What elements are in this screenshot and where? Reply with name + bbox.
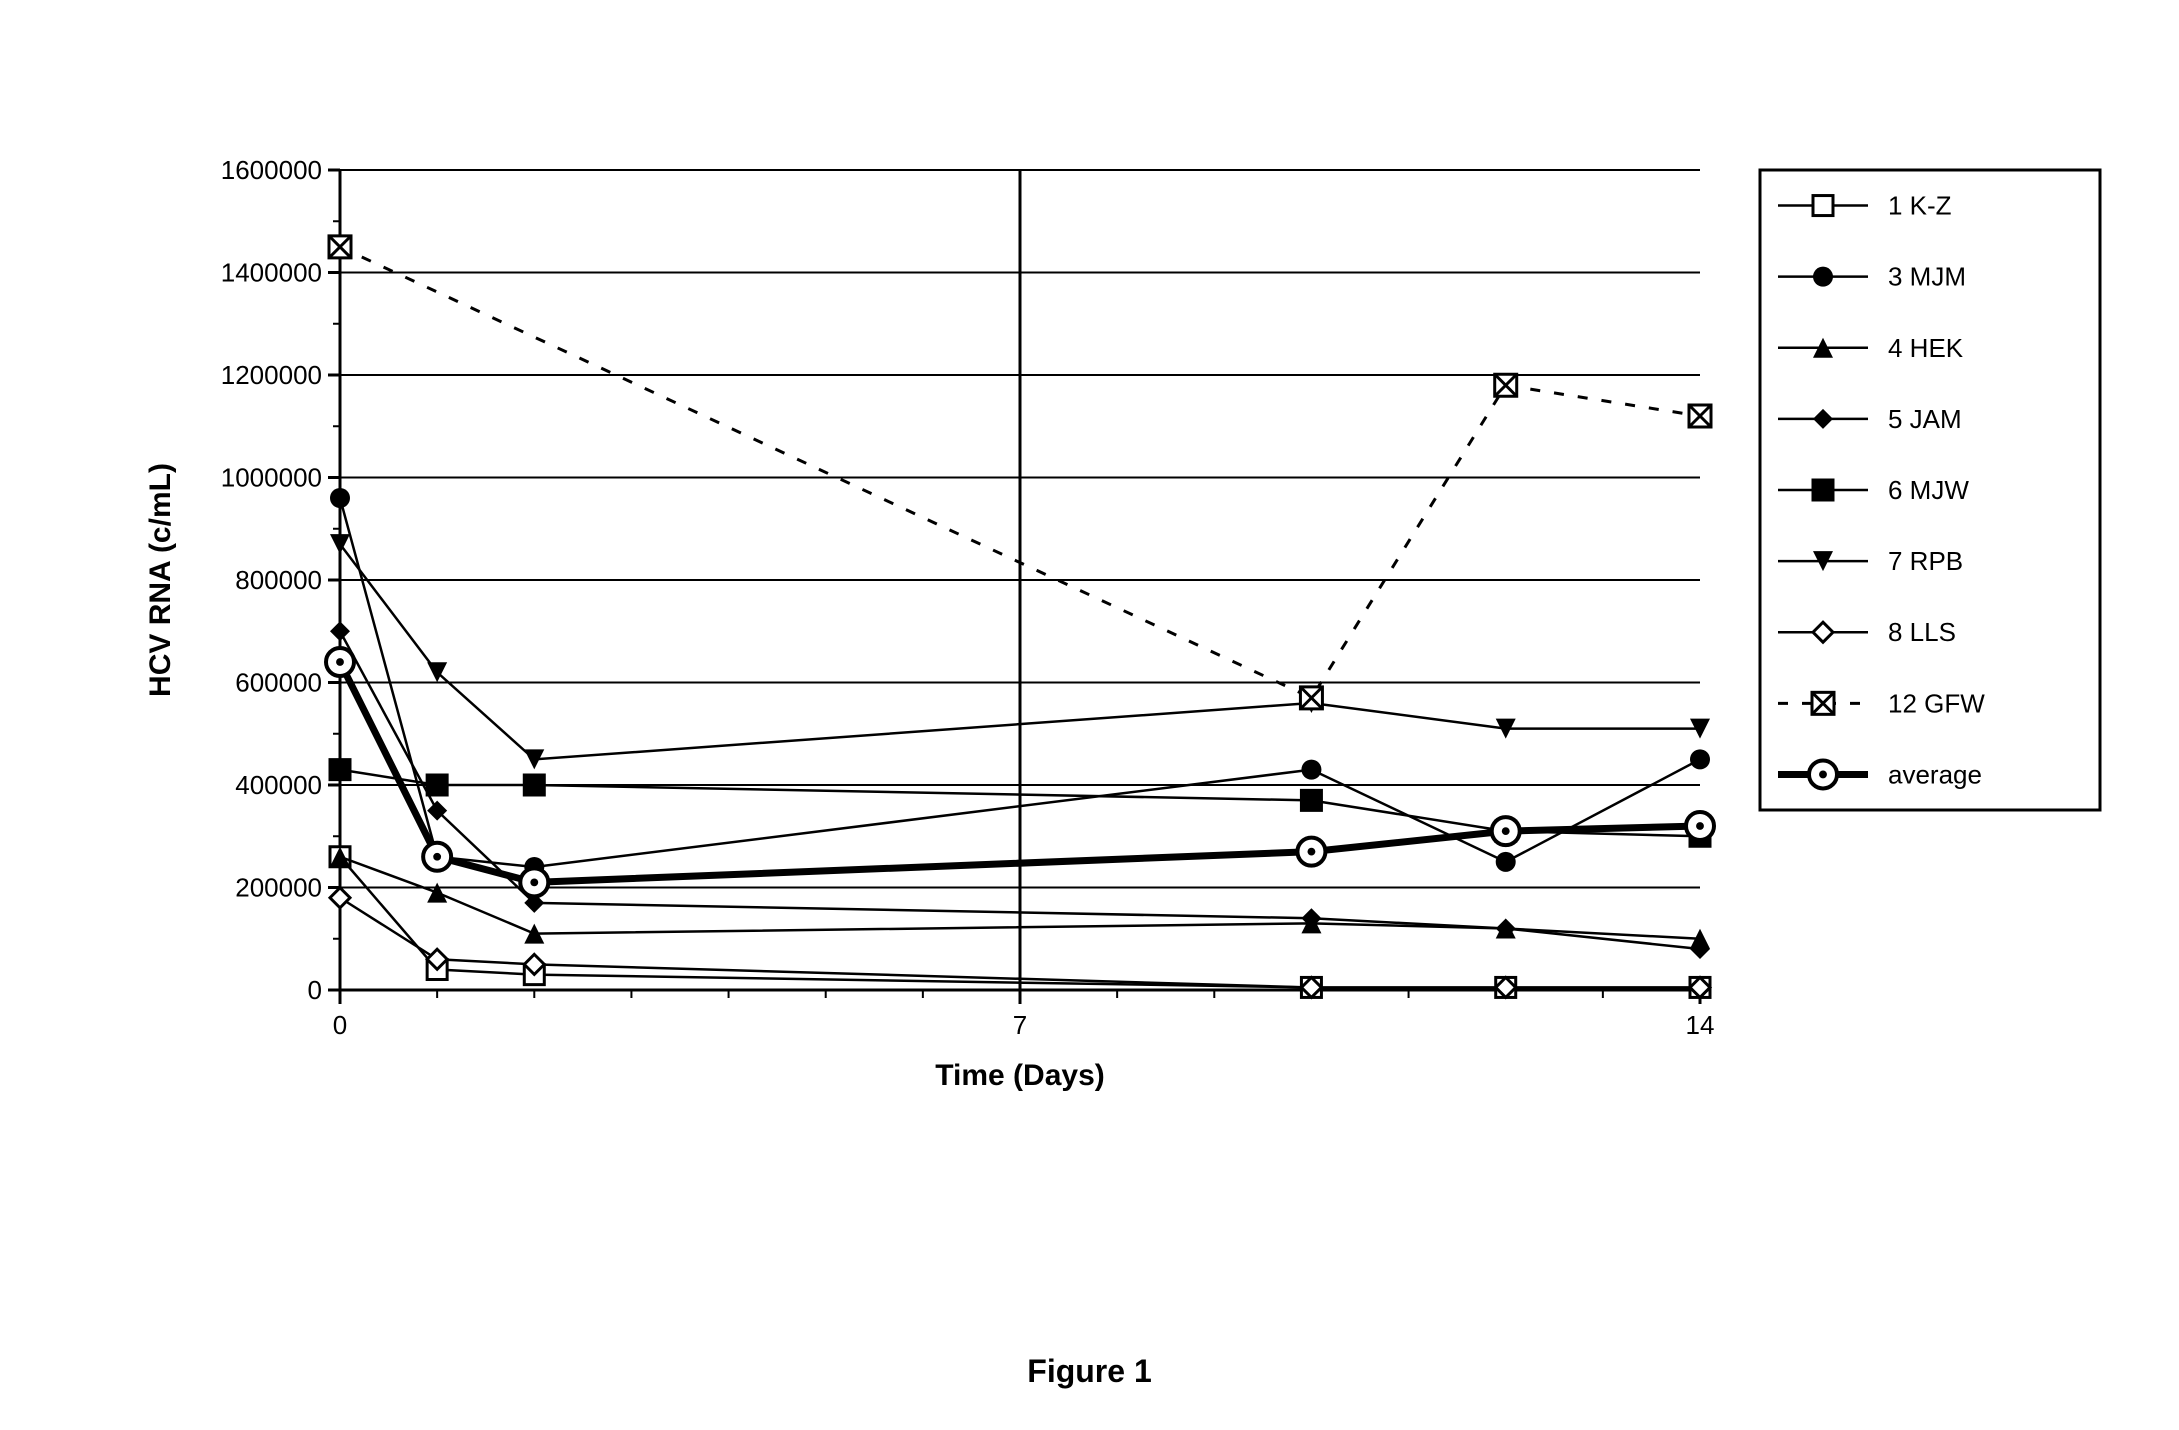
svg-text:1600000: 1600000 (221, 155, 322, 185)
svg-text:1400000: 1400000 (221, 258, 322, 288)
svg-text:400000: 400000 (235, 770, 322, 800)
svg-text:0: 0 (333, 1010, 347, 1040)
svg-text:Time (Days): Time (Days) (935, 1059, 1105, 1092)
line-chart: 0 200000 400000 600000 800000 1000000 1200000 1… (40, 40, 2139, 1240)
legend-label: 6 MJW (1888, 475, 1969, 505)
svg-text:7: 7 (1013, 1010, 1027, 1040)
legend-label: 7 RPB (1888, 546, 1963, 576)
svg-text:200000: 200000 (235, 873, 322, 903)
svg-text:0: 0 (308, 975, 322, 1005)
legend-label: average (1888, 759, 1982, 789)
legend-label: 5 JAM (1888, 404, 1962, 434)
svg-text:600000: 600000 (235, 668, 322, 698)
legend-label: 4 HEK (1888, 333, 1964, 363)
svg-text:1000000: 1000000 (221, 463, 322, 493)
legend-label: 3 MJM (1888, 262, 1966, 292)
svg-text:800000: 800000 (235, 565, 322, 595)
figure-caption: Figure 1 (40, 1353, 2139, 1390)
legend-label: 8 LLS (1888, 617, 1956, 647)
svg-text:HCV RNA (c/mL): HCV RNA (c/mL) (144, 463, 177, 697)
legend-label: 1 K-Z (1888, 191, 1952, 221)
legend-label: 12 GFW (1888, 688, 1985, 718)
svg-text:14: 14 (1686, 1010, 1715, 1040)
svg-text:1200000: 1200000 (221, 360, 322, 390)
figure-container: 0 200000 400000 600000 800000 1000000 1200000 1… (40, 40, 2139, 1390)
